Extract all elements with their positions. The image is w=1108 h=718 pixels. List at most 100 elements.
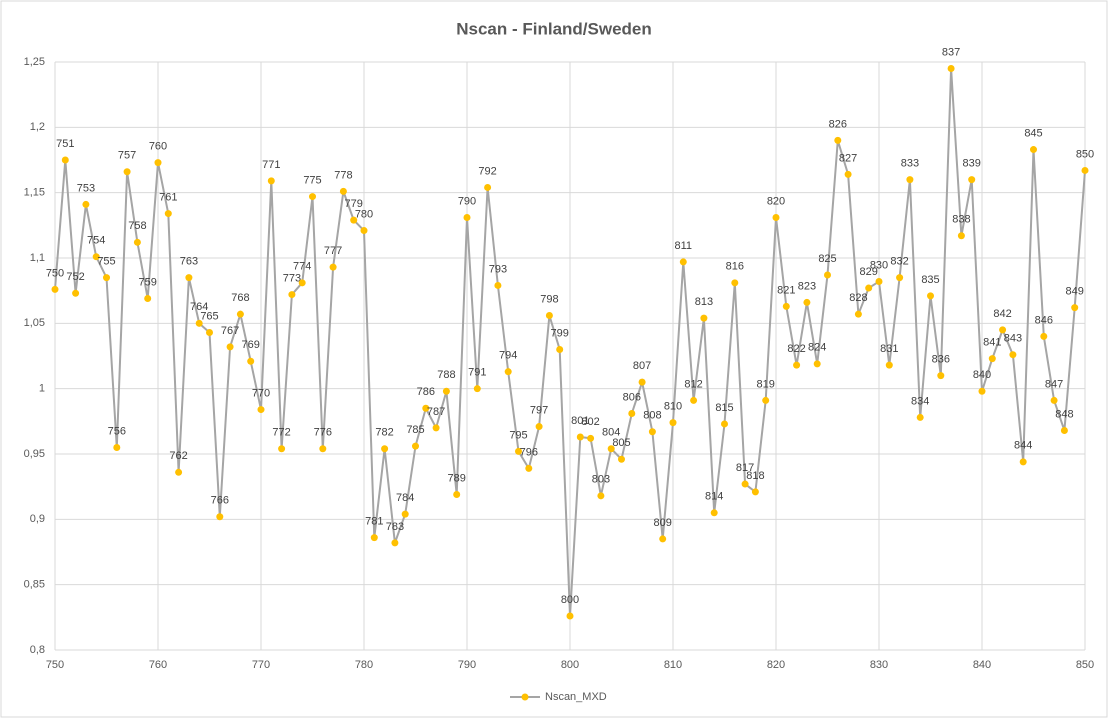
x-tick-label: 820 — [767, 659, 785, 671]
data-label: 835 — [921, 274, 939, 286]
data-label: 786 — [417, 386, 435, 398]
data-label: 792 — [478, 165, 496, 177]
data-label: 771 — [262, 159, 280, 171]
data-label: 758 — [128, 220, 146, 232]
point — [329, 263, 337, 271]
data-label: 789 — [448, 472, 466, 484]
point — [576, 433, 584, 441]
point — [515, 447, 522, 455]
y-tick-label: 0,9 — [30, 513, 45, 525]
data-label: 750 — [46, 267, 64, 279]
point — [257, 406, 265, 414]
point — [1060, 426, 1068, 434]
data-label: 809 — [654, 517, 672, 529]
point — [566, 612, 574, 620]
data-label: 820 — [767, 195, 785, 207]
data-label: 794 — [499, 350, 517, 362]
point — [309, 193, 316, 201]
data-label: 844 — [1014, 440, 1032, 452]
point — [772, 213, 780, 221]
data-label: 769 — [242, 339, 260, 351]
point — [133, 238, 141, 246]
point — [535, 423, 543, 431]
data-label: 767 — [221, 325, 239, 337]
data-label: 814 — [705, 491, 723, 503]
point — [1081, 166, 1089, 174]
data-label: 799 — [551, 327, 569, 339]
data-label: 754 — [87, 235, 105, 247]
point — [463, 213, 471, 221]
point — [154, 159, 162, 167]
data-label: 834 — [911, 395, 929, 407]
data-label: 811 — [675, 240, 693, 252]
point — [648, 428, 656, 436]
point — [885, 361, 893, 369]
data-label: 838 — [952, 214, 970, 226]
data-label: 840 — [973, 369, 991, 381]
data-label: 808 — [643, 410, 661, 422]
point — [298, 279, 306, 287]
data-label: 790 — [458, 195, 476, 207]
point — [710, 509, 718, 517]
point — [762, 396, 770, 404]
point — [700, 314, 708, 322]
point — [432, 424, 440, 432]
data-label: 831 — [880, 343, 898, 355]
data-label: 775 — [303, 174, 321, 186]
data-label: 779 — [345, 198, 363, 210]
data-label: 755 — [97, 256, 115, 268]
point — [391, 539, 399, 547]
point — [422, 404, 430, 412]
legend-label: Nscan_MXD — [545, 691, 607, 703]
x-tick-label: 800 — [561, 659, 579, 671]
y-tick-label: 1,25 — [24, 56, 45, 68]
point — [92, 253, 100, 261]
data-label: 812 — [684, 378, 702, 390]
data-label: 821 — [777, 284, 795, 296]
x-tick-label: 770 — [252, 659, 270, 671]
data-label: 768 — [231, 292, 249, 304]
data-label: 813 — [695, 296, 713, 308]
point — [782, 302, 790, 310]
point — [278, 445, 286, 453]
x-tick-label: 830 — [870, 659, 888, 671]
point — [1040, 332, 1048, 340]
point — [844, 170, 852, 178]
data-label: 846 — [1035, 314, 1053, 326]
point — [927, 292, 934, 300]
legend-marker — [521, 693, 529, 701]
data-label: 753 — [77, 182, 95, 194]
data-label: 807 — [633, 360, 651, 372]
data-label: 817 — [736, 462, 754, 474]
data-label: 830 — [870, 259, 888, 271]
data-label: 782 — [375, 427, 393, 439]
point — [916, 413, 924, 421]
point — [494, 281, 502, 289]
point — [185, 274, 193, 282]
data-label: 787 — [427, 406, 445, 418]
point — [442, 387, 450, 395]
y-tick-label: 1,05 — [24, 317, 45, 329]
data-label: 784 — [396, 492, 414, 504]
data-label: 763 — [180, 256, 198, 268]
point — [968, 176, 976, 184]
data-label: 842 — [993, 308, 1011, 320]
data-label: 816 — [726, 261, 744, 273]
data-label: 761 — [159, 191, 177, 203]
y-tick-label: 0,95 — [24, 448, 45, 460]
point — [175, 468, 183, 476]
point — [731, 279, 739, 287]
point — [1019, 458, 1027, 466]
point — [339, 187, 347, 195]
data-label: 803 — [592, 474, 610, 486]
point — [144, 295, 152, 303]
point — [741, 480, 749, 488]
point — [824, 271, 831, 279]
data-label: 781 — [365, 516, 383, 528]
point — [999, 326, 1007, 334]
point — [473, 385, 481, 393]
point — [545, 311, 553, 319]
point — [875, 278, 883, 286]
y-tick-label: 1 — [39, 383, 45, 395]
